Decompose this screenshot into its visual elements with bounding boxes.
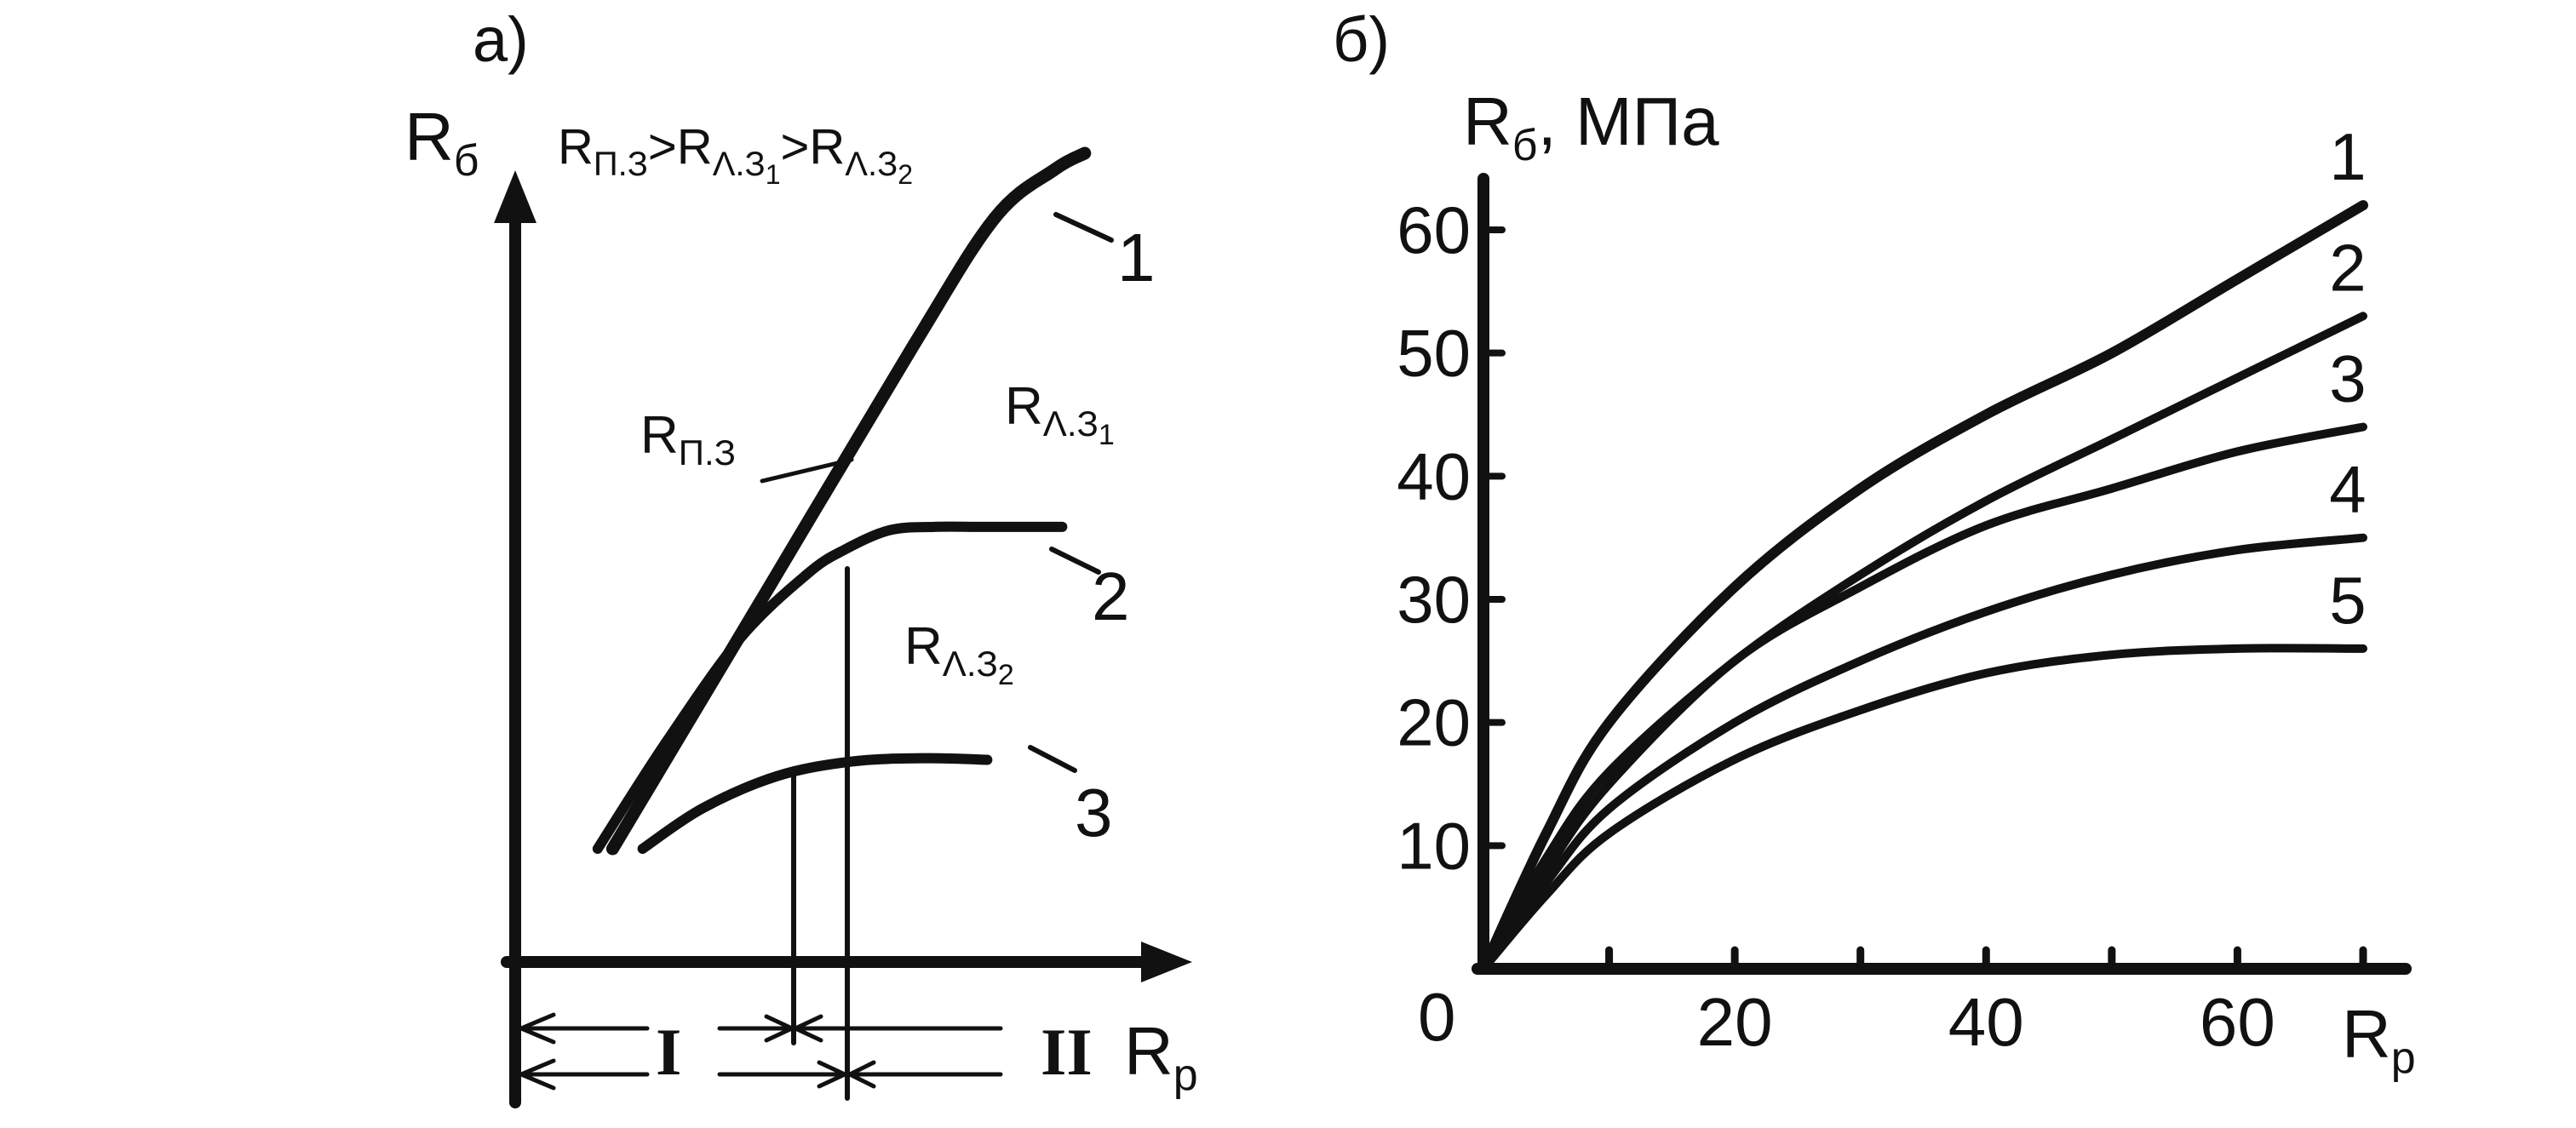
panel-b-series-2-label: 2 <box>2329 230 2366 305</box>
panel-a-series-1-label: 1 <box>1117 220 1156 295</box>
panel-b-y-tick-label-40: 40 <box>1397 438 1471 513</box>
panel-a-zone-I: I <box>656 1015 681 1089</box>
panel-b-series-5-label: 5 <box>2329 563 2366 638</box>
panel-a-series-2-leader <box>1049 547 1101 575</box>
panel-a-series-1-line <box>605 146 1092 856</box>
panel-a-curves <box>592 146 1092 856</box>
panel-a-zone-II: II <box>1041 1015 1093 1089</box>
panel-a-region-2: RΛ.З1 <box>1005 377 1115 451</box>
panel-b-y-ticks: 10 20 30 40 50 60 <box>1397 192 1506 883</box>
panel-a-zone-row-2 <box>519 1058 1003 1091</box>
panel-b-y-tick-label-20: 20 <box>1397 685 1471 760</box>
panel-a-x-axis-arrow <box>1141 942 1192 982</box>
panel-a-region-1: RП.З <box>640 406 736 472</box>
panel-b-series-5-line <box>1479 644 2367 973</box>
panel-a-series-3-leader <box>1028 745 1077 773</box>
panel-a-label: а) <box>473 4 529 75</box>
panel-b-y-tick-label-60: 60 <box>1397 192 1471 267</box>
panel-b-series-4-line <box>1479 533 2367 973</box>
panel-b-series-3-line <box>1479 422 2367 973</box>
panel-b: б) Rб, МПа 0 10 20 30 40 50 60 20 40 60 1 2 3 4 5 R… <box>1333 4 2416 1083</box>
panel-a-series-2-line <box>592 521 1068 854</box>
panel-a: а) Rб RП.З>RΛ.З1>RΛ.З2 1 2 3 RП.З RΛ.З1 … <box>404 4 1198 1108</box>
panel-b-y-tick-label-50: 50 <box>1397 316 1471 391</box>
panel-b-series-4-label: 4 <box>2329 452 2366 527</box>
panel-b-series-3-label: 3 <box>2329 341 2366 415</box>
panel-b-series-1-label: 1 <box>2329 119 2366 194</box>
panel-b-curves <box>1478 200 2368 974</box>
panel-a-series-2-label: 2 <box>1092 558 1130 634</box>
panel-b-x-tick-label-60: 60 <box>2200 984 2275 1060</box>
panel-b-label: б) <box>1333 4 1390 75</box>
panel-b-ylabel: Rб, МПа <box>1463 83 1719 170</box>
panel-a-ylabel: Rб <box>404 99 479 186</box>
panel-a-y-axis-arrow <box>494 170 536 223</box>
panel-b-y-tick-label-30: 30 <box>1397 562 1471 637</box>
panel-b-y-tick-label-10: 10 <box>1397 808 1471 883</box>
panel-a-condition: RП.З>RΛ.З1>RΛ.З2 <box>558 119 913 190</box>
panel-a-xlabel: Rp <box>1124 1013 1198 1100</box>
panel-a-series-3-label: 3 <box>1075 775 1113 850</box>
panel-a-series-3-line <box>637 753 993 854</box>
panel-a-region-3: RΛ.З2 <box>904 617 1014 691</box>
panel-b-x-tick-label-20: 20 <box>1697 984 1773 1060</box>
panel-a-series-1-leader <box>1053 212 1114 243</box>
panel-a-zone-row-1 <box>519 1012 1003 1045</box>
panel-b-origin-label: 0 <box>1418 979 1456 1055</box>
panel-a-region-1-leader <box>760 457 854 484</box>
panel-b-series-labels: 1 2 3 4 5 <box>2329 119 2366 638</box>
panel-b-xlabel: Rp <box>2342 996 2416 1083</box>
panel-b-series-1-line <box>1478 200 2368 974</box>
panel-b-x-tick-label-40: 40 <box>1948 984 2024 1060</box>
panel-b-x-ticks: 20 40 60 <box>1605 946 2367 1060</box>
panel-b-series-2-line <box>1479 312 2367 973</box>
